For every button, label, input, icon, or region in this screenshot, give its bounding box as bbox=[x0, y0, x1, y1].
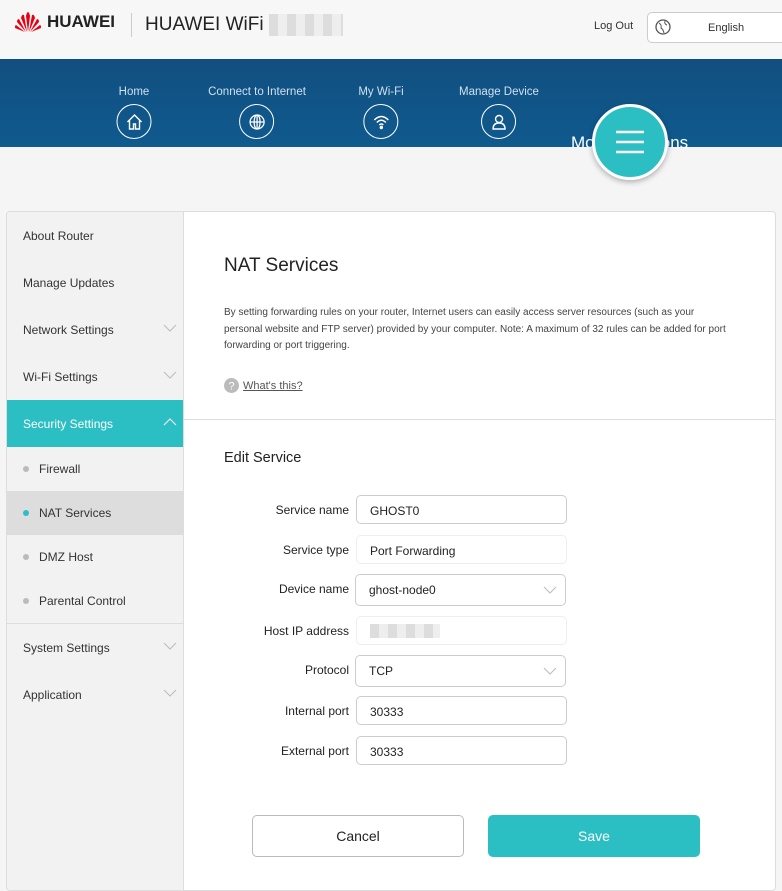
nav-my-wifi[interactable]: My Wi-Fi bbox=[358, 86, 404, 139]
chevron-down-icon bbox=[543, 667, 557, 675]
external-port-row: External port 30333 bbox=[184, 736, 775, 766]
sidebar-item-manage-updates[interactable]: Manage Updates bbox=[7, 259, 183, 306]
label: Security Settings bbox=[23, 416, 114, 431]
external-port-input[interactable]: 30333 bbox=[356, 736, 567, 765]
language-select[interactable]: English bbox=[647, 12, 782, 43]
sidebar-sub-firewall[interactable]: Firewall bbox=[7, 447, 183, 491]
nav-home[interactable]: Home bbox=[116, 86, 152, 139]
svg-text:?: ? bbox=[228, 381, 234, 393]
protocol-value: TCP bbox=[369, 664, 393, 678]
nav-connect-internet[interactable]: Connect to Internet bbox=[208, 86, 306, 139]
sidebar-item-wifi-settings[interactable]: Wi-Fi Settings bbox=[7, 353, 183, 400]
sidebar-sub-nat-services[interactable]: NAT Services bbox=[7, 491, 183, 535]
save-button[interactable]: Save bbox=[488, 815, 700, 857]
nav-label: Connect to Internet bbox=[208, 86, 306, 98]
label: Network Settings bbox=[23, 322, 114, 337]
nav-label: My Wi-Fi bbox=[358, 86, 404, 98]
chevron-down-icon bbox=[163, 371, 177, 379]
field-label: Device name bbox=[278, 582, 349, 596]
sidebar-sub-dmz-host[interactable]: DMZ Host bbox=[7, 535, 183, 579]
nav-label: Home bbox=[118, 86, 150, 98]
sidebar-item-network-settings[interactable]: Network Settings bbox=[7, 306, 183, 353]
help-icon: ? bbox=[224, 378, 239, 393]
chevron-down-icon bbox=[163, 642, 177, 650]
globe-icon bbox=[655, 19, 671, 35]
label: About Router bbox=[23, 228, 94, 243]
cancel-button[interactable]: Cancel bbox=[252, 815, 464, 857]
wifi-icon bbox=[363, 104, 399, 139]
divider bbox=[7, 623, 183, 624]
page-description: By setting forwarding rules on your rout… bbox=[224, 307, 726, 351]
content-panel: About Router Manage Updates Network Sett… bbox=[6, 211, 776, 891]
page-title: NAT Services bbox=[224, 255, 339, 276]
divider bbox=[131, 13, 132, 37]
chevron-up-icon bbox=[163, 418, 177, 426]
internal-port-row: Internal port 30333 bbox=[184, 696, 775, 726]
huawei-logo: HUAWEI bbox=[15, 12, 115, 32]
label: Application bbox=[23, 687, 82, 702]
sidebar-sub-parental-control[interactable]: Parental Control bbox=[7, 579, 183, 623]
field-label: Internal port bbox=[284, 704, 349, 718]
label: NAT Services bbox=[39, 506, 112, 520]
chevron-down-icon bbox=[543, 586, 557, 594]
sidebar: About Router Manage Updates Network Sett… bbox=[7, 212, 184, 890]
top-bar: HUAWEI HUAWEI WiFi Log Out English bbox=[0, 0, 782, 59]
sidebar-item-application[interactable]: Application bbox=[7, 671, 183, 718]
label: DMZ Host bbox=[39, 550, 93, 564]
field-label: Protocol bbox=[304, 663, 349, 677]
service-name-input[interactable]: GHOST0 bbox=[356, 495, 567, 524]
section-title: Edit Service bbox=[224, 450, 302, 466]
field-label: Service name bbox=[275, 503, 349, 517]
device-name-select[interactable]: ghost-node0 bbox=[355, 574, 566, 606]
redacted-ip bbox=[370, 624, 440, 639]
field-label: Service type bbox=[282, 543, 349, 557]
whats-this-text: What's this? bbox=[243, 379, 303, 392]
device-name-row: Device name ghost-node0 bbox=[184, 574, 775, 606]
sidebar-item-security-settings[interactable]: Security Settings bbox=[7, 400, 183, 447]
chevron-down-icon bbox=[163, 324, 177, 332]
device-name-value: ghost-node0 bbox=[369, 583, 436, 597]
field-label: External port bbox=[280, 744, 349, 758]
protocol-select[interactable]: TCP bbox=[355, 655, 566, 687]
chevron-down-icon bbox=[163, 689, 177, 697]
sidebar-item-about-router[interactable]: About Router bbox=[7, 212, 183, 259]
field-label: Host IP address bbox=[263, 624, 349, 638]
host-ip-row: Host IP address bbox=[184, 616, 775, 646]
user-icon bbox=[481, 104, 517, 139]
globe-icon bbox=[239, 104, 275, 139]
app-title: HUAWEI WiFi bbox=[145, 14, 343, 36]
label: Parental Control bbox=[39, 594, 126, 608]
service-type-row: Service type Port Forwarding bbox=[184, 535, 775, 565]
language-value: English bbox=[708, 22, 745, 34]
service-type-field: Port Forwarding bbox=[356, 535, 567, 564]
whats-this-link[interactable]: ? What's this? bbox=[224, 378, 303, 393]
redacted-model bbox=[268, 14, 343, 36]
sidebar-item-system-settings[interactable]: System Settings bbox=[7, 624, 183, 671]
home-icon bbox=[116, 104, 152, 139]
nav-manage-device[interactable]: Manage Device bbox=[459, 86, 539, 139]
label: Wi-Fi Settings bbox=[23, 369, 98, 384]
nav-label: Manage Device bbox=[459, 86, 539, 98]
internal-port-input[interactable]: 30333 bbox=[356, 696, 567, 725]
huawei-flower-icon bbox=[15, 12, 41, 32]
host-ip-field bbox=[356, 616, 567, 645]
label: Manage Updates bbox=[23, 275, 115, 290]
label: System Settings bbox=[23, 640, 110, 655]
service-name-row: Service name GHOST0 bbox=[184, 495, 775, 525]
menu-icon[interactable] bbox=[592, 104, 668, 180]
divider bbox=[184, 419, 775, 420]
app-title-text: HUAWEI WiFi bbox=[145, 14, 264, 36]
logout-link[interactable]: Log Out bbox=[594, 20, 634, 32]
label: Firewall bbox=[39, 462, 81, 476]
protocol-row: Protocol TCP bbox=[184, 655, 775, 687]
